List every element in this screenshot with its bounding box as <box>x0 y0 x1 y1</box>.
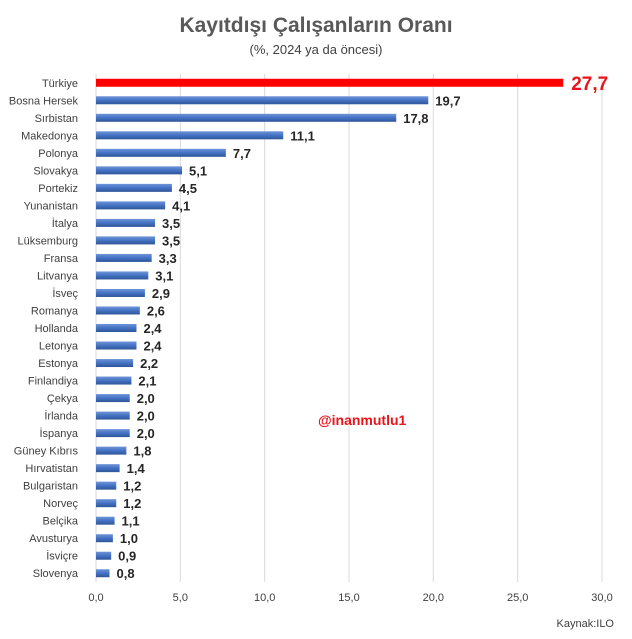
value-label: 7,7 <box>233 146 251 161</box>
category-label: İspanya <box>39 427 78 440</box>
category-label: İsviçre <box>46 550 78 563</box>
bar-12 <box>96 288 145 297</box>
bar-14 <box>96 324 137 332</box>
category-label: Çekya <box>47 393 79 405</box>
value-label: 3,5 <box>162 216 180 231</box>
category-label: Bosna Hersek <box>9 95 79 107</box>
chart-title: Kayıtdışı Çalışanların Oranı <box>179 14 453 37</box>
x-tick-label: 15,0 <box>338 592 359 604</box>
value-label: 19,7 <box>435 93 460 108</box>
category-label: Portekiz <box>38 183 78 195</box>
value-label: 2,6 <box>147 303 165 318</box>
source-note: Kaynak:ILO <box>556 618 614 630</box>
bar-19 <box>96 411 130 420</box>
bar-24 <box>96 499 117 508</box>
category-label: Slovenya <box>33 568 79 580</box>
x-tick-label: 0,0 <box>88 592 103 604</box>
category-label: Estonya <box>38 358 79 370</box>
x-tick-label: 25,0 <box>507 592 528 604</box>
bar-16 <box>96 359 134 368</box>
value-label: 2,0 <box>137 426 155 441</box>
bar-2 <box>96 113 397 122</box>
value-label: 2,4 <box>143 321 162 336</box>
bar-28 <box>96 569 110 578</box>
bar-4 <box>96 148 226 157</box>
value-label: 11,1 <box>290 128 315 143</box>
value-label: 1,2 <box>123 479 141 494</box>
bar-5 <box>96 166 183 175</box>
value-label: 2,4 <box>143 339 162 354</box>
category-label: Sırbistan <box>35 113 78 125</box>
value-label: 3,3 <box>159 251 177 266</box>
bar-1 <box>96 96 429 105</box>
value-label: 27,7 <box>571 74 608 95</box>
x-tick-label: 10,0 <box>254 592 275 604</box>
bar-11 <box>96 271 149 280</box>
category-label: Yunanistan <box>24 200 78 212</box>
value-label: 4,1 <box>172 198 190 213</box>
bar-22 <box>96 464 120 473</box>
category-label: Güney Kıbrıs <box>14 446 79 458</box>
value-label: 3,5 <box>162 233 180 248</box>
bar-3 <box>96 131 284 140</box>
value-label: 1,4 <box>127 461 146 476</box>
category-label: İsveç <box>52 287 78 300</box>
value-label: 2,0 <box>137 409 155 424</box>
category-label: İtalya <box>52 217 79 230</box>
category-label: Türkiye <box>42 78 78 90</box>
x-tick-label: 5,0 <box>173 592 188 604</box>
category-label: İrlanda <box>44 410 79 423</box>
bar-9 <box>96 236 156 245</box>
value-label: 2,1 <box>138 374 156 389</box>
bar-6 <box>96 183 172 192</box>
bar-8 <box>96 218 156 227</box>
category-label: Polonya <box>38 148 79 160</box>
bar-25 <box>96 516 115 525</box>
category-label: Belçika <box>43 516 79 528</box>
x-tick-label: 20,0 <box>423 592 444 604</box>
category-label: Hırvatistan <box>25 463 78 475</box>
category-label: Lüksemburg <box>17 235 78 247</box>
value-label: 4,5 <box>179 181 197 196</box>
category-label: Letonya <box>39 341 79 353</box>
bar-10 <box>96 253 152 262</box>
value-label: 17,8 <box>403 111 428 126</box>
category-label: Norveç <box>43 498 78 510</box>
category-label: Bulgaristan <box>23 481 78 493</box>
category-label: Hollanda <box>35 323 79 335</box>
value-label: 1,0 <box>120 531 138 546</box>
category-label: Finlandiya <box>28 376 79 388</box>
value-label: 1,8 <box>133 444 151 459</box>
value-label: 5,1 <box>189 163 207 178</box>
value-label: 3,1 <box>155 268 173 283</box>
category-label: Avusturya <box>29 533 79 545</box>
value-label: 2,2 <box>140 356 158 371</box>
value-label: 2,0 <box>137 391 155 406</box>
value-label: 2,9 <box>152 286 170 301</box>
category-label: Romanya <box>31 305 79 317</box>
bar-15 <box>96 341 137 350</box>
bar-0 <box>96 78 564 87</box>
bar-23 <box>96 481 117 490</box>
bar-21 <box>96 446 127 455</box>
value-label: 1,2 <box>123 496 141 511</box>
category-label: Litvanya <box>37 270 79 282</box>
bar-20 <box>96 429 130 438</box>
bar-13 <box>96 306 140 315</box>
bar-27 <box>96 551 112 560</box>
bar-18 <box>96 394 130 403</box>
value-label: 0,8 <box>116 566 134 581</box>
x-tick-label: 30,0 <box>591 592 612 604</box>
category-label: Makedonya <box>21 130 79 142</box>
value-label: 0,9 <box>118 549 136 564</box>
category-label: Fransa <box>44 253 79 265</box>
value-label: 1,1 <box>122 514 140 529</box>
chart-subtitle: (%, 2024 ya da öncesi) <box>249 42 383 57</box>
bar-17 <box>96 376 132 385</box>
bar-26 <box>96 534 113 543</box>
bar-7 <box>96 201 166 210</box>
watermark-handle: @inanmutlu1 <box>318 412 407 428</box>
category-label: Slovakya <box>33 165 79 177</box>
